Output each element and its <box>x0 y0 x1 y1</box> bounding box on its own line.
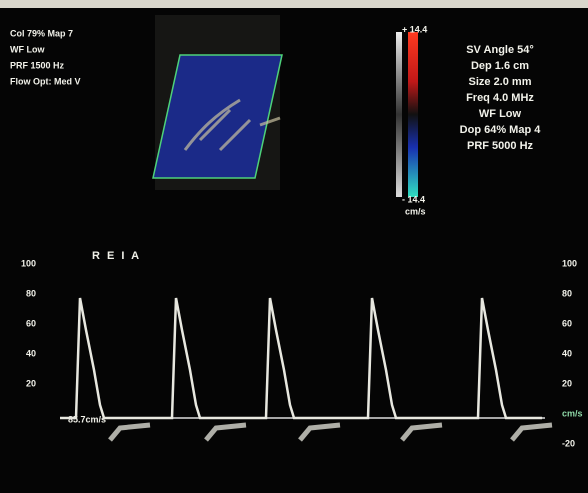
right-scale-label: cm/s <box>562 408 583 418</box>
doppler-setting: PRF 5000 Hz <box>467 140 534 152</box>
doppler-setting: Dep 1.6 cm <box>471 60 529 72</box>
tissue-echo <box>183 98 281 152</box>
right-scale-label: 100 <box>562 258 577 268</box>
color-setting: Flow Opt: Med V <box>10 76 81 86</box>
measurement: 85.7cm/s <box>68 414 106 424</box>
doppler-setting: Size 2.0 mm <box>469 76 532 88</box>
left-scale-label: 60 <box>26 318 36 328</box>
doppler-setting: Freq 4.0 MHz <box>466 92 534 104</box>
left-scale-label: 100 <box>21 258 36 268</box>
right-scale-label: 80 <box>562 288 572 298</box>
color-bar-top: + 14.4 <box>402 24 427 34</box>
doppler-waveform <box>60 297 542 420</box>
color-setting: PRF 1500 Hz <box>10 60 65 70</box>
color-bar-unit: cm/s <box>405 206 426 216</box>
right-scale-label: 40 <box>562 348 572 358</box>
color-setting: Col 79% Map 7 <box>10 28 73 38</box>
left-scale-label: 80 <box>26 288 36 298</box>
color-bar-bottom: - 14.4 <box>402 194 425 204</box>
color-setting: WF Low <box>10 44 45 54</box>
display-area <box>0 8 588 493</box>
doppler-setting: SV Angle 54° <box>466 44 534 56</box>
doppler-setting: WF Low <box>479 108 522 120</box>
gray-bar <box>396 32 402 197</box>
left-scale-label: 40 <box>26 348 36 358</box>
right-scale-label: -20 <box>562 438 575 448</box>
color-bar <box>408 32 418 197</box>
vessel-label: R E I A <box>92 250 141 262</box>
right-scale-label: 60 <box>562 318 572 328</box>
reverse-flow <box>108 422 553 442</box>
left-scale-label: 20 <box>26 378 36 388</box>
doppler-setting: Dop 64% Map 4 <box>460 124 542 136</box>
right-scale-label: 20 <box>562 378 572 388</box>
